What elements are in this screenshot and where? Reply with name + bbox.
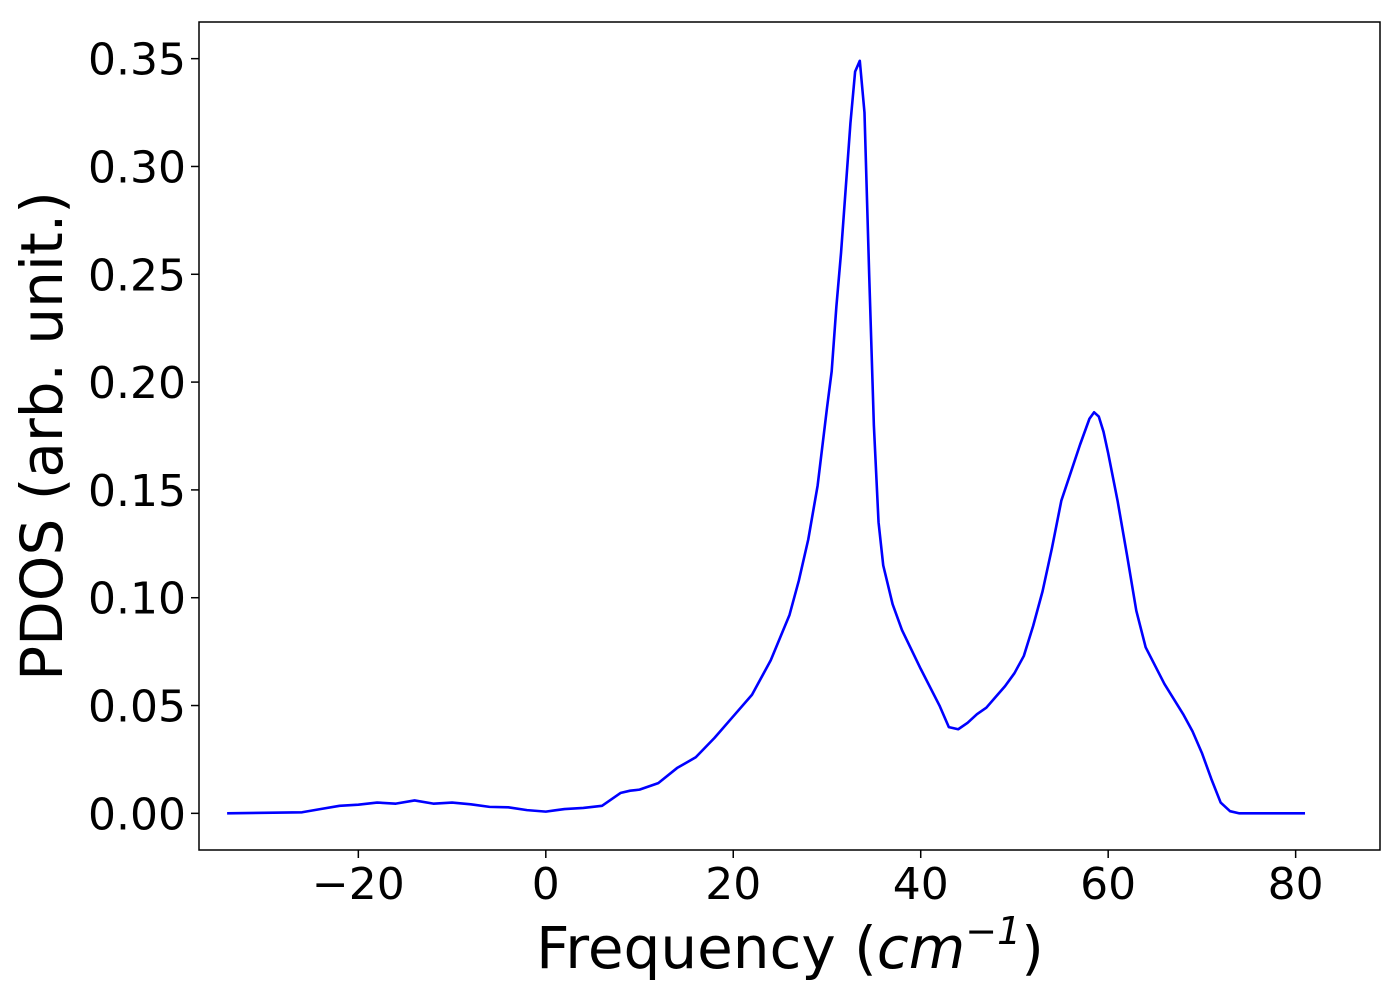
y-tick-label: 0.05	[88, 682, 186, 733]
y-tick-label: 0.00	[88, 789, 186, 840]
x-axis-label-close-paren: )	[1021, 914, 1044, 982]
axes-frame	[198, 21, 1381, 851]
x-tick-label: 20	[705, 859, 761, 910]
y-tick-label: 0.35	[88, 35, 186, 86]
x-axis-label-open-paren: (	[836, 914, 877, 982]
x-tick-label: 80	[1268, 859, 1324, 910]
x-tick-label: 40	[893, 859, 949, 910]
y-tick-label: 0.30	[88, 142, 186, 193]
y-tick-label: 0.15	[88, 466, 186, 517]
x-tick-label: 60	[1080, 859, 1136, 910]
y-tick-label: 0.10	[88, 574, 186, 625]
series-line-0	[227, 59, 1306, 815]
y-tick-label: 0.20	[88, 358, 186, 409]
x-tick-label: 0	[532, 859, 560, 910]
y-axis: 0.00 0.05 0.10 0.15 0.20 0.25 0.30 0.35	[88, 35, 199, 840]
x-tick-label: −20	[312, 859, 405, 910]
y-axis-label: PDOS (arb. unit.)	[8, 191, 76, 681]
x-axis-unit: cm	[877, 914, 965, 982]
y-tick-label: 0.25	[88, 250, 186, 301]
x-axis-label: Frequency (cm−1)	[536, 909, 1044, 982]
x-axis-unit-exponent: −1	[965, 909, 1021, 953]
x-axis: −20 0 20 40 60 80	[312, 850, 1324, 910]
plot-area	[227, 59, 1306, 815]
